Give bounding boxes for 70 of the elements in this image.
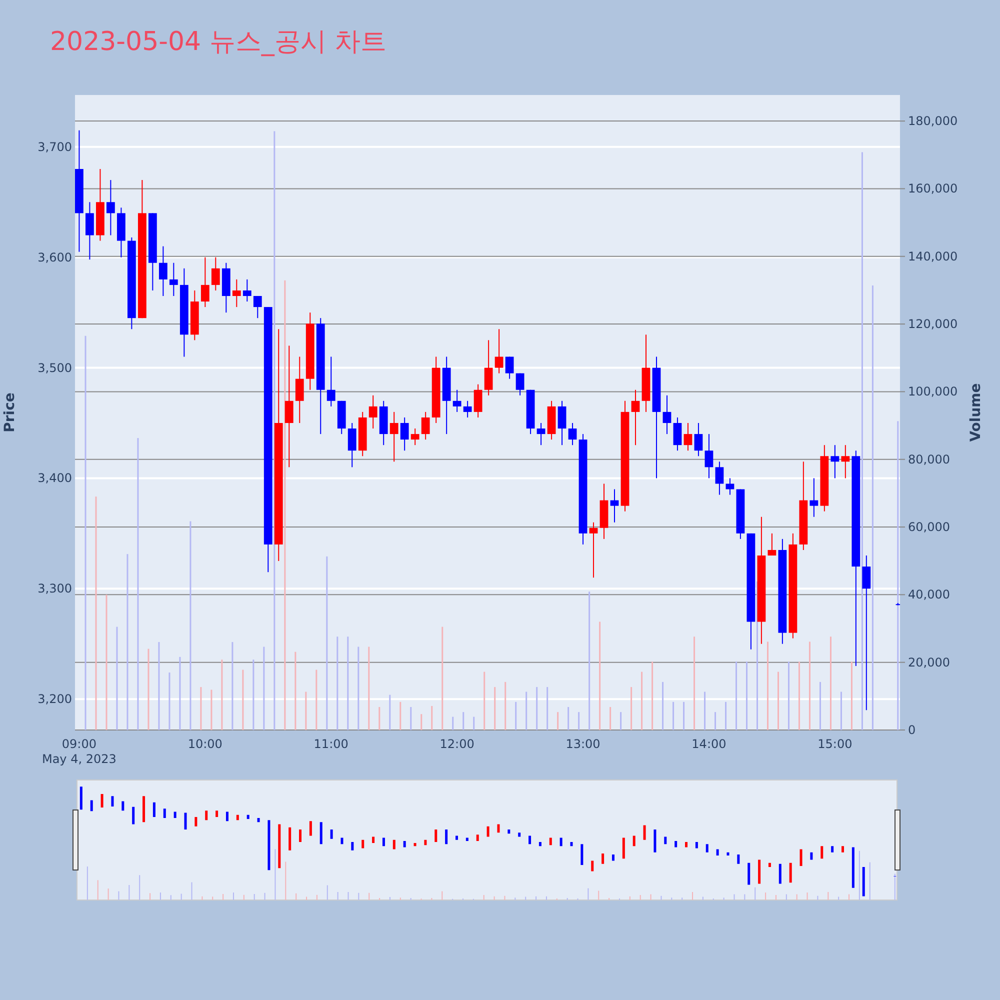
candlestick <box>810 478 818 518</box>
candlestick <box>200 256 210 308</box>
x-tick-label: 14:00 <box>692 737 726 751</box>
candlestick <box>694 422 703 457</box>
candlestick <box>284 345 294 468</box>
candlestick <box>536 422 546 446</box>
candlestick <box>862 555 871 711</box>
candlestick <box>589 522 598 578</box>
y2-tick-label: 60,000 <box>908 520 950 534</box>
y2-tick-label: 20,000 <box>908 655 950 670</box>
candlestick <box>295 356 304 424</box>
candlestick <box>505 356 514 380</box>
candlestick <box>631 389 640 446</box>
y-tick-label: 3,300 <box>38 582 72 596</box>
y-tick-label: 3,500 <box>38 360 72 375</box>
candlestick <box>673 416 682 452</box>
candlestick <box>400 416 409 452</box>
candlestick <box>463 400 472 418</box>
y2-tick-label: 0 <box>908 723 916 737</box>
candlestick <box>232 278 241 308</box>
y2-tick-label: 40,000 <box>908 588 950 602</box>
candlestick <box>568 422 577 446</box>
candlestick <box>715 461 724 496</box>
candlestick <box>242 278 252 302</box>
candlestick <box>348 422 356 468</box>
candlestick <box>484 340 493 396</box>
candlestick <box>410 428 420 446</box>
candlestick <box>85 202 94 260</box>
candlestick <box>558 400 566 446</box>
candlestick <box>610 488 619 523</box>
y-tick-label: 3,700 <box>38 140 72 154</box>
candlestick <box>421 411 430 440</box>
candlestick <box>494 328 504 374</box>
y-tick-label: 3,600 <box>38 250 72 264</box>
candlestick <box>704 434 714 479</box>
y2-tick-label: 80,000 <box>908 452 950 466</box>
candlestick <box>158 246 168 296</box>
x-tick-label: 10:00 <box>188 737 222 751</box>
y2-tick-label: 180,000 <box>908 114 958 128</box>
candlestick <box>830 444 840 479</box>
candlestick <box>390 411 398 462</box>
x-tick-label: 09:00 <box>62 737 96 751</box>
y-axis-title: Price <box>2 392 18 432</box>
candlestick <box>474 384 482 418</box>
x-tick-label: 12:00 <box>440 737 474 751</box>
candlestick <box>326 356 336 407</box>
candlestick <box>841 444 850 479</box>
candlestick <box>768 532 776 556</box>
candlestick <box>211 256 220 291</box>
x-tick-label: 13:00 <box>566 737 600 751</box>
y2-tick-label: 100,000 <box>908 384 958 399</box>
text: May 4, 2023 <box>42 752 116 766</box>
y2-tick-label: 160,000 <box>908 182 958 196</box>
chart-title: 2023-05-04 뉴스_공시 차트 <box>50 27 387 57</box>
candlestick <box>452 389 462 412</box>
x-tick-label: 11:00 <box>314 737 348 751</box>
y2-tick-label: 120,000 <box>908 317 958 332</box>
candlestick <box>106 180 115 236</box>
y2-tick-label: 140,000 <box>908 249 958 264</box>
y2-axis-title: Volume <box>968 383 984 442</box>
candlestick <box>684 422 692 452</box>
candlestick <box>368 394 378 430</box>
candlestick <box>662 394 672 435</box>
candlestick <box>169 262 178 296</box>
candlestick <box>253 295 262 319</box>
candlestick <box>726 478 734 496</box>
x-tick-label: 15:00 <box>818 737 852 751</box>
y-tick-label: 3,400 <box>38 471 72 486</box>
candlestick <box>516 372 524 396</box>
y-tick-label: 3,200 <box>38 692 72 706</box>
